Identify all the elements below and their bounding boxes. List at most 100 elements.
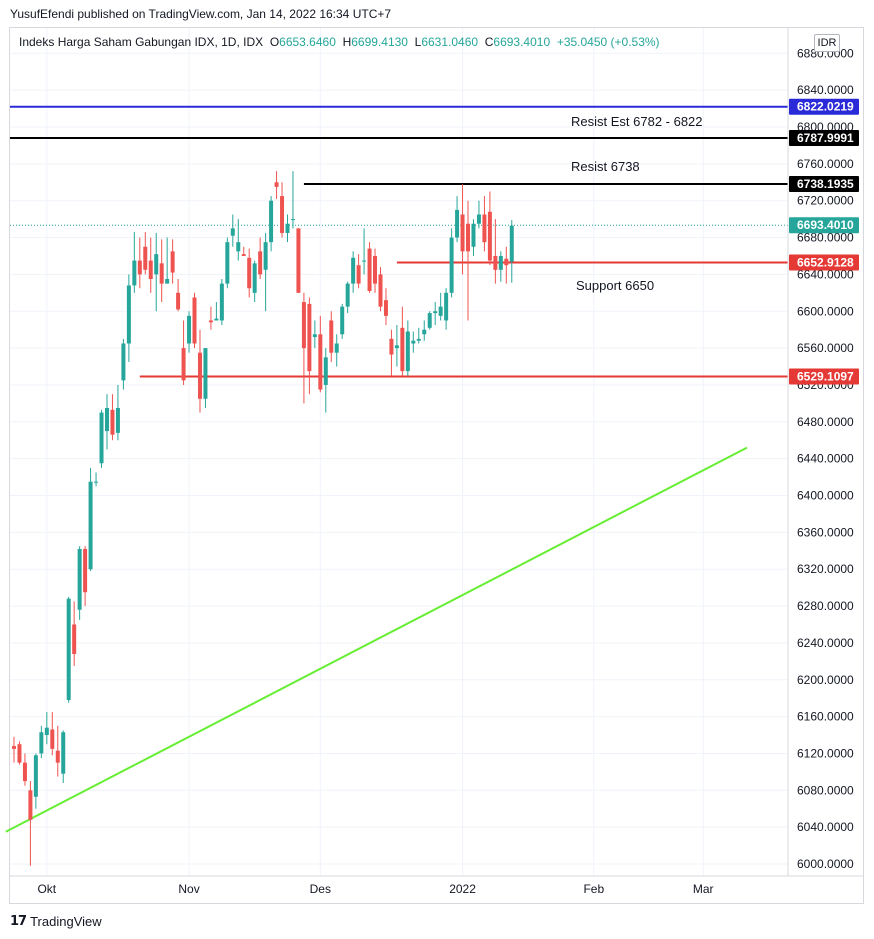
candle-body (28, 790, 33, 820)
candle-body (274, 182, 279, 187)
price-badge-label: 6529.1097 (797, 370, 854, 384)
candle-body (181, 348, 186, 381)
tradingview-footer[interactable]: 𝟭𝟳 TradingView (10, 913, 102, 929)
candle-body (121, 343, 126, 381)
time-axis[interactable]: Okt Nov Des 2022 Feb Mar (10, 875, 864, 896)
resist-est-annotation: Resist Est 6782 - 6822 (571, 114, 703, 129)
currency-button[interactable]: IDR (814, 34, 840, 52)
close-value: 6693.4010 (493, 35, 551, 49)
candle-body (192, 297, 197, 344)
candle-body (498, 255, 503, 270)
candle-body (22, 762, 27, 782)
candle-body (290, 219, 295, 221)
candle-body (509, 225, 514, 262)
y-tick-label: 6440.0000 (797, 452, 854, 466)
candle-body (378, 274, 383, 307)
y-tick-label: 6640.0000 (797, 267, 854, 281)
candle-body (72, 624, 77, 654)
publish-caption: YusufEfendi published on TradingView.com… (10, 7, 392, 21)
candle-body (33, 755, 38, 797)
change-value: +35.0450 (+0.53%) (556, 35, 660, 49)
candle-body (148, 260, 153, 280)
candle-body (455, 209, 460, 238)
candle-body (351, 257, 356, 284)
y-tick-label: 6160.0000 (797, 710, 854, 724)
y-tick-label: 6480.0000 (797, 415, 854, 429)
candle-body (405, 331, 410, 372)
x-tick-label: Okt (37, 882, 56, 896)
candle-body (104, 407, 109, 432)
candle-body (197, 352, 202, 399)
candle-body (383, 300, 388, 316)
candle-body (389, 338, 394, 355)
candle-body (411, 340, 416, 344)
candle-body (17, 744, 22, 763)
candle-body (422, 329, 427, 335)
candle-body (296, 228, 301, 293)
x-tick-label: 2022 (449, 882, 476, 896)
candle-body (12, 746, 16, 749)
candle-body (312, 334, 317, 338)
candles-layer (12, 171, 514, 866)
price-badge (789, 368, 859, 385)
candle-body (460, 214, 465, 252)
candle-body (476, 214, 481, 224)
candle-body (176, 292, 181, 310)
candle-body (132, 260, 137, 286)
candle-body (258, 251, 263, 275)
candle-body (318, 334, 323, 390)
symbol-legend: Indeks Harga Saham Gabungan IDX, 1D, IDX… (19, 35, 660, 49)
y-tick-label: 6320.0000 (797, 562, 854, 576)
candle-body (394, 345, 399, 349)
y-tick-label: 6000.0000 (797, 857, 854, 871)
candle-body (154, 254, 159, 275)
y-tick-label: 6560.0000 (797, 341, 854, 355)
price-badge (789, 98, 859, 115)
candle-body (280, 196, 285, 233)
y-tick-label: 6200.0000 (797, 673, 854, 687)
candle-body (159, 263, 164, 284)
price-badge (789, 175, 859, 192)
price-axis[interactable]: 6000.0000 6040.0000 6080.0000 6120.0000 6160… (787, 28, 854, 876)
candle-body (400, 327, 405, 372)
candle-body (61, 732, 66, 774)
y-tick-label: 6840.0000 (797, 83, 854, 97)
price-badge-label: 6787.9991 (797, 131, 854, 145)
candle-body (323, 357, 328, 385)
price-badges-layer: 6822.0219 6787.9991 6738.1935 6693.4010 6652… (789, 98, 859, 385)
candle-body (247, 257, 252, 289)
candle-body (301, 302, 306, 349)
candle-body (236, 242, 241, 252)
candle-body (449, 237, 454, 293)
y-tick-label: 6720.0000 (797, 194, 854, 208)
candle-body (39, 732, 44, 754)
candle-body (444, 292, 449, 321)
price-badge-label: 6738.1935 (797, 177, 854, 191)
y-tick-label: 6360.0000 (797, 525, 854, 539)
close-label: C (484, 35, 494, 49)
high-value: 6699.4130 (351, 35, 408, 49)
candle-body (493, 255, 498, 270)
horizontal-lines-layer (10, 105, 788, 378)
candle-body (126, 285, 131, 344)
candle-body (340, 306, 345, 335)
low-label: L (414, 35, 422, 49)
candle-body (427, 313, 432, 328)
candle-body (143, 246, 148, 270)
candle-body (88, 481, 93, 570)
y-tick-label: 6120.0000 (797, 746, 854, 760)
x-tick-label: Nov (178, 882, 199, 896)
candle-body (334, 343, 339, 353)
candle-body (362, 260, 367, 262)
y-tick-label: 6760.0000 (797, 157, 854, 171)
y-tick-label: 6400.0000 (797, 489, 854, 503)
support-annotation: Support 6650 (576, 278, 655, 293)
price-badge-label: 6822.0219 (797, 100, 854, 114)
candle-body (329, 320, 334, 353)
y-tick-label: 6680.0000 (797, 231, 854, 245)
candle-body (345, 283, 350, 307)
candle-body (99, 412, 104, 464)
candle-body (504, 258, 509, 266)
price-badge (789, 130, 859, 147)
